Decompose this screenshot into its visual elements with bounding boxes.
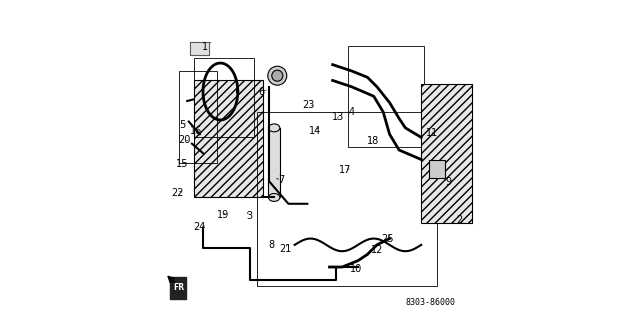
Text: 13: 13	[332, 112, 344, 122]
Ellipse shape	[268, 194, 280, 201]
Text: 11: 11	[426, 128, 438, 137]
Text: 4: 4	[349, 107, 355, 117]
Text: 22: 22	[171, 188, 183, 198]
Text: 14: 14	[308, 126, 321, 136]
Ellipse shape	[268, 124, 280, 132]
Bar	[429, 160, 445, 178]
Text: 6: 6	[259, 86, 266, 97]
Bar	[348, 46, 424, 147]
Text: 23: 23	[303, 100, 315, 110]
Text: 2: 2	[453, 215, 462, 225]
Text: 8303-86000: 8303-86000	[406, 298, 456, 307]
Bar	[190, 42, 209, 55]
Text: 9: 9	[445, 177, 451, 187]
Text: 3: 3	[247, 211, 253, 221]
Text: 25: 25	[381, 234, 394, 243]
Text: 15: 15	[175, 159, 188, 169]
Bar	[257, 112, 437, 286]
Bar	[179, 71, 217, 163]
Text: 12: 12	[371, 245, 383, 255]
Bar	[190, 42, 209, 55]
Text: 8: 8	[268, 240, 274, 250]
Text: 16: 16	[190, 126, 202, 136]
Polygon shape	[170, 277, 186, 299]
Text: 19: 19	[218, 210, 230, 220]
Text: 17: 17	[339, 165, 351, 175]
Ellipse shape	[272, 70, 283, 81]
Text: 5: 5	[179, 120, 186, 130]
Text: 7: 7	[276, 175, 285, 185]
Text: 24: 24	[194, 222, 206, 233]
Bar	[268, 128, 280, 197]
Ellipse shape	[268, 66, 287, 85]
Bar	[193, 80, 263, 197]
Text: 20: 20	[178, 135, 190, 145]
Bar	[193, 58, 253, 137]
Text: 1: 1	[202, 42, 211, 52]
Text: 10: 10	[350, 263, 362, 274]
Text: FR: FR	[173, 283, 185, 292]
Bar	[421, 84, 472, 223]
Text: 18: 18	[367, 136, 380, 146]
Text: 21: 21	[280, 244, 292, 254]
